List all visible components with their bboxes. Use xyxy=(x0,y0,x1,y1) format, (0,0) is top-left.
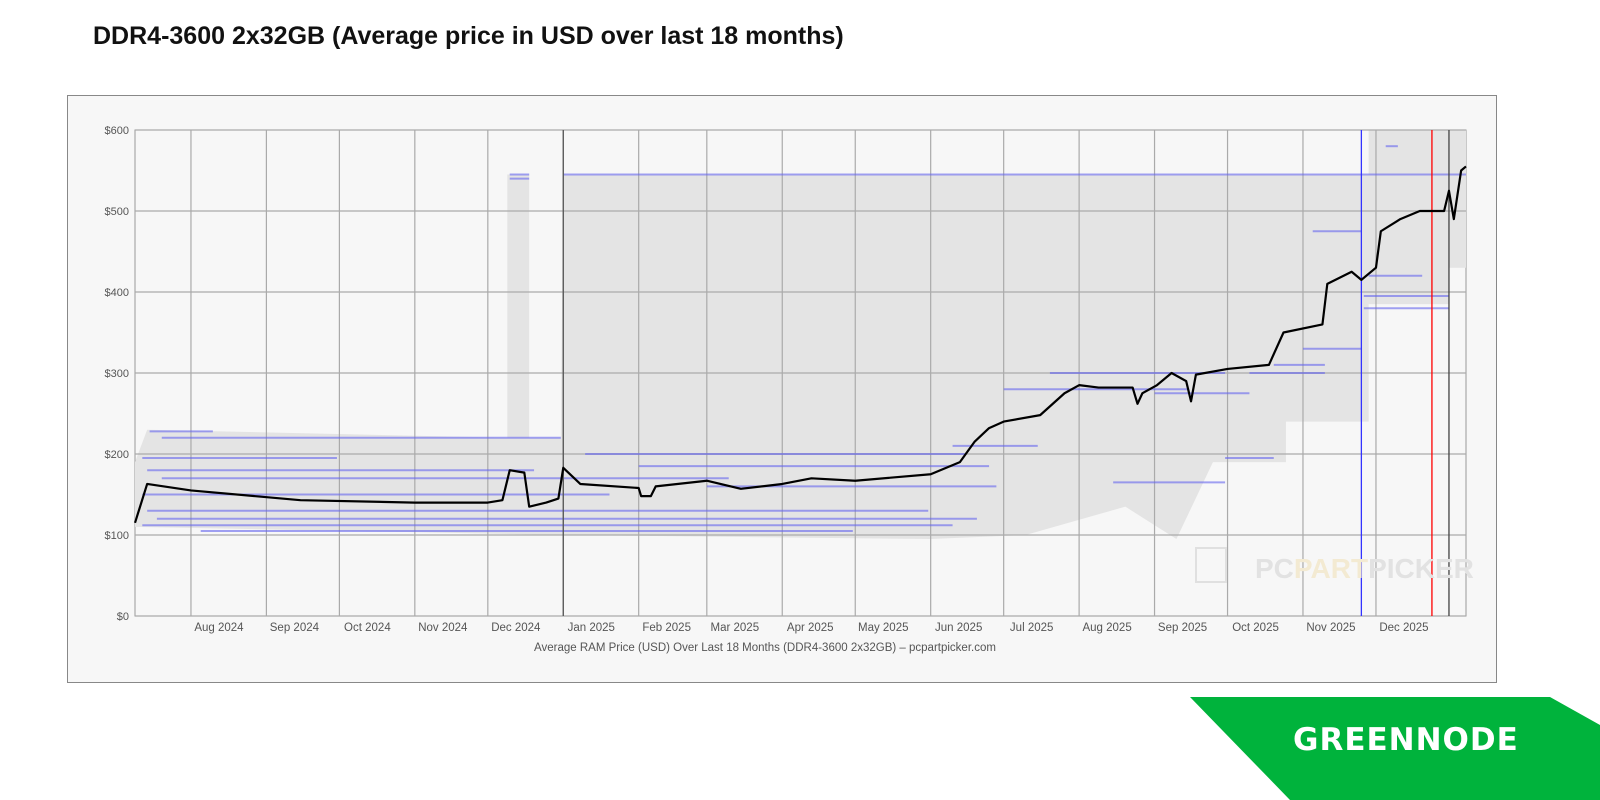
x-tick-label: Mar 2025 xyxy=(711,622,760,634)
x-tick-label: Jul 2025 xyxy=(1010,622,1053,634)
pcpartpicker-watermark: PCPARTPICKER xyxy=(1255,553,1474,584)
x-tick-label: Feb 2025 xyxy=(642,622,691,634)
x-tick-label: Sep 2025 xyxy=(1158,622,1207,634)
price-range-band xyxy=(135,130,1466,540)
greennode-logo: GREENNODE xyxy=(1293,722,1519,758)
x-tick-label: Apr 2025 xyxy=(787,622,834,634)
x-tick-label: Oct 2024 xyxy=(344,622,391,634)
x-tick-label: Nov 2025 xyxy=(1306,622,1355,634)
x-tick-label: May 2025 xyxy=(858,622,909,634)
x-axis-caption: Average RAM Price (USD) Over Last 18 Mon… xyxy=(534,642,996,654)
x-tick-label: Aug 2024 xyxy=(194,622,244,634)
watermark-box-icon xyxy=(1195,547,1227,583)
average-price-line xyxy=(133,165,1467,524)
x-tick-label: Oct 2025 xyxy=(1232,622,1279,634)
y-tick-label: $600 xyxy=(105,125,129,137)
x-tick-label: Sep 2024 xyxy=(270,622,320,634)
y-tick-label: $300 xyxy=(105,368,129,380)
y-tick-label: $100 xyxy=(105,530,129,542)
x-tick-label: Dec 2024 xyxy=(491,622,541,634)
brand-banner-shape xyxy=(1190,697,1600,800)
y-tick-label: $0 xyxy=(117,611,129,623)
x-tick-label: Dec 2025 xyxy=(1379,622,1428,634)
y-tick-label: $400 xyxy=(105,287,129,299)
x-tick-label: Nov 2024 xyxy=(418,622,468,634)
chart-title: DDR4-3600 2x32GB (Average price in USD o… xyxy=(93,22,844,50)
x-tick-label: Jun 2025 xyxy=(935,622,982,634)
x-tick-label: Aug 2025 xyxy=(1082,622,1131,634)
y-tick-label: $200 xyxy=(105,449,129,461)
y-tick-label: $500 xyxy=(105,206,129,218)
x-tick-label: Jan 2025 xyxy=(568,622,615,634)
